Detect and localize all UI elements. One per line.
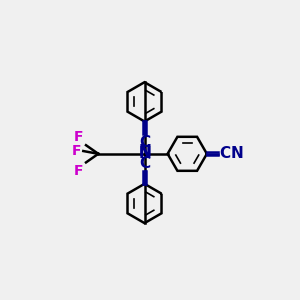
Text: F: F — [74, 164, 84, 178]
Text: F: F — [74, 130, 84, 144]
Text: C: C — [139, 156, 150, 171]
Text: N: N — [138, 146, 151, 161]
Text: C: C — [139, 135, 150, 150]
Text: N: N — [230, 146, 243, 161]
Text: C: C — [219, 146, 230, 161]
Text: F: F — [72, 144, 81, 158]
Text: N: N — [138, 144, 151, 159]
